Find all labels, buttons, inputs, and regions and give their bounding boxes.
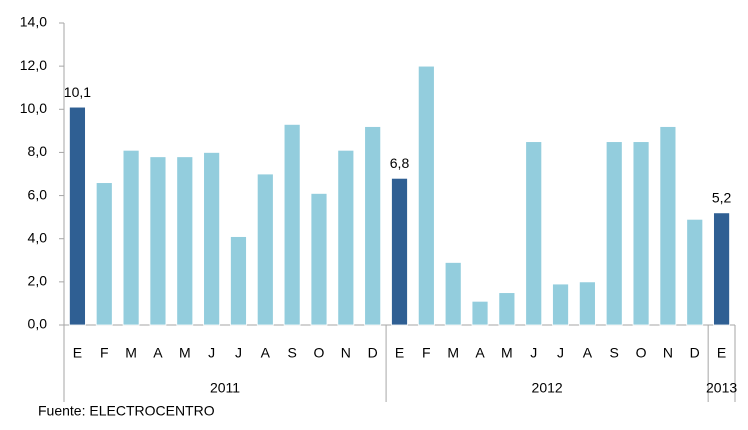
y-tick-label: 12,0 [20, 57, 47, 73]
x-tick-label: E [73, 345, 82, 361]
bar [552, 283, 569, 326]
bar [230, 236, 247, 326]
y-tick-label: 4,0 [28, 229, 48, 245]
group-label: 2013 [706, 380, 737, 396]
x-tick-label: F [100, 345, 109, 361]
x-tick-label: O [314, 345, 325, 361]
data-label: 6,8 [390, 155, 410, 171]
bar [149, 156, 167, 326]
x-tick-label: A [583, 345, 593, 361]
bar [203, 152, 221, 326]
y-tick-label: 8,0 [28, 143, 48, 159]
y-tick-label: 6,0 [28, 186, 48, 202]
bar [686, 218, 704, 326]
y-tick-label: 0,0 [28, 316, 48, 332]
x-tick-label: A [475, 345, 485, 361]
bar [444, 262, 462, 326]
bar [391, 177, 408, 326]
bar [364, 126, 382, 326]
x-tick-label: D [690, 345, 700, 361]
bar [417, 65, 435, 326]
data-label: 5,2 [712, 190, 732, 206]
x-tick-label: E [717, 345, 726, 361]
bar [498, 292, 516, 326]
x-tick-label: J [235, 345, 242, 361]
x-tick-label: O [636, 345, 647, 361]
source-note: Fuente: ELECTROCENTRO [38, 403, 215, 419]
x-tick-label: J [557, 345, 564, 361]
bar [659, 126, 677, 326]
x-tick-label: D [368, 345, 378, 361]
bar [283, 123, 301, 326]
x-tick-label: S [610, 345, 619, 361]
x-tick-label: S [287, 345, 296, 361]
x-tick-label: M [125, 345, 137, 361]
bar [176, 156, 194, 326]
group-label: 2012 [532, 380, 563, 396]
x-tick-label: A [261, 345, 271, 361]
x-tick-label: M [447, 345, 459, 361]
bar [471, 300, 489, 326]
x-tick-label: M [501, 345, 513, 361]
y-tick-label: 14,0 [20, 14, 47, 30]
bar [337, 149, 355, 326]
x-tick-label: E [395, 345, 404, 361]
x-tick-label: N [663, 345, 673, 361]
x-tick-label: J [208, 345, 215, 361]
bar [632, 141, 650, 326]
x-tick-label: N [341, 345, 351, 361]
bar [122, 149, 140, 326]
bar [69, 106, 86, 326]
bar [525, 141, 543, 326]
x-tick-label: F [422, 345, 431, 361]
x-tick-label: A [153, 345, 163, 361]
bar [713, 212, 730, 326]
data-label: 10,1 [64, 84, 91, 100]
y-tick-label: 10,0 [20, 100, 47, 116]
bar [605, 141, 623, 326]
group-label: 2011 [210, 380, 240, 396]
bar [95, 182, 113, 326]
bar [256, 173, 274, 326]
x-tick-label: J [530, 345, 537, 361]
y-tick-label: 2,0 [28, 273, 48, 289]
x-tick-label: M [179, 345, 191, 361]
bar [578, 281, 596, 326]
bar [310, 193, 328, 326]
